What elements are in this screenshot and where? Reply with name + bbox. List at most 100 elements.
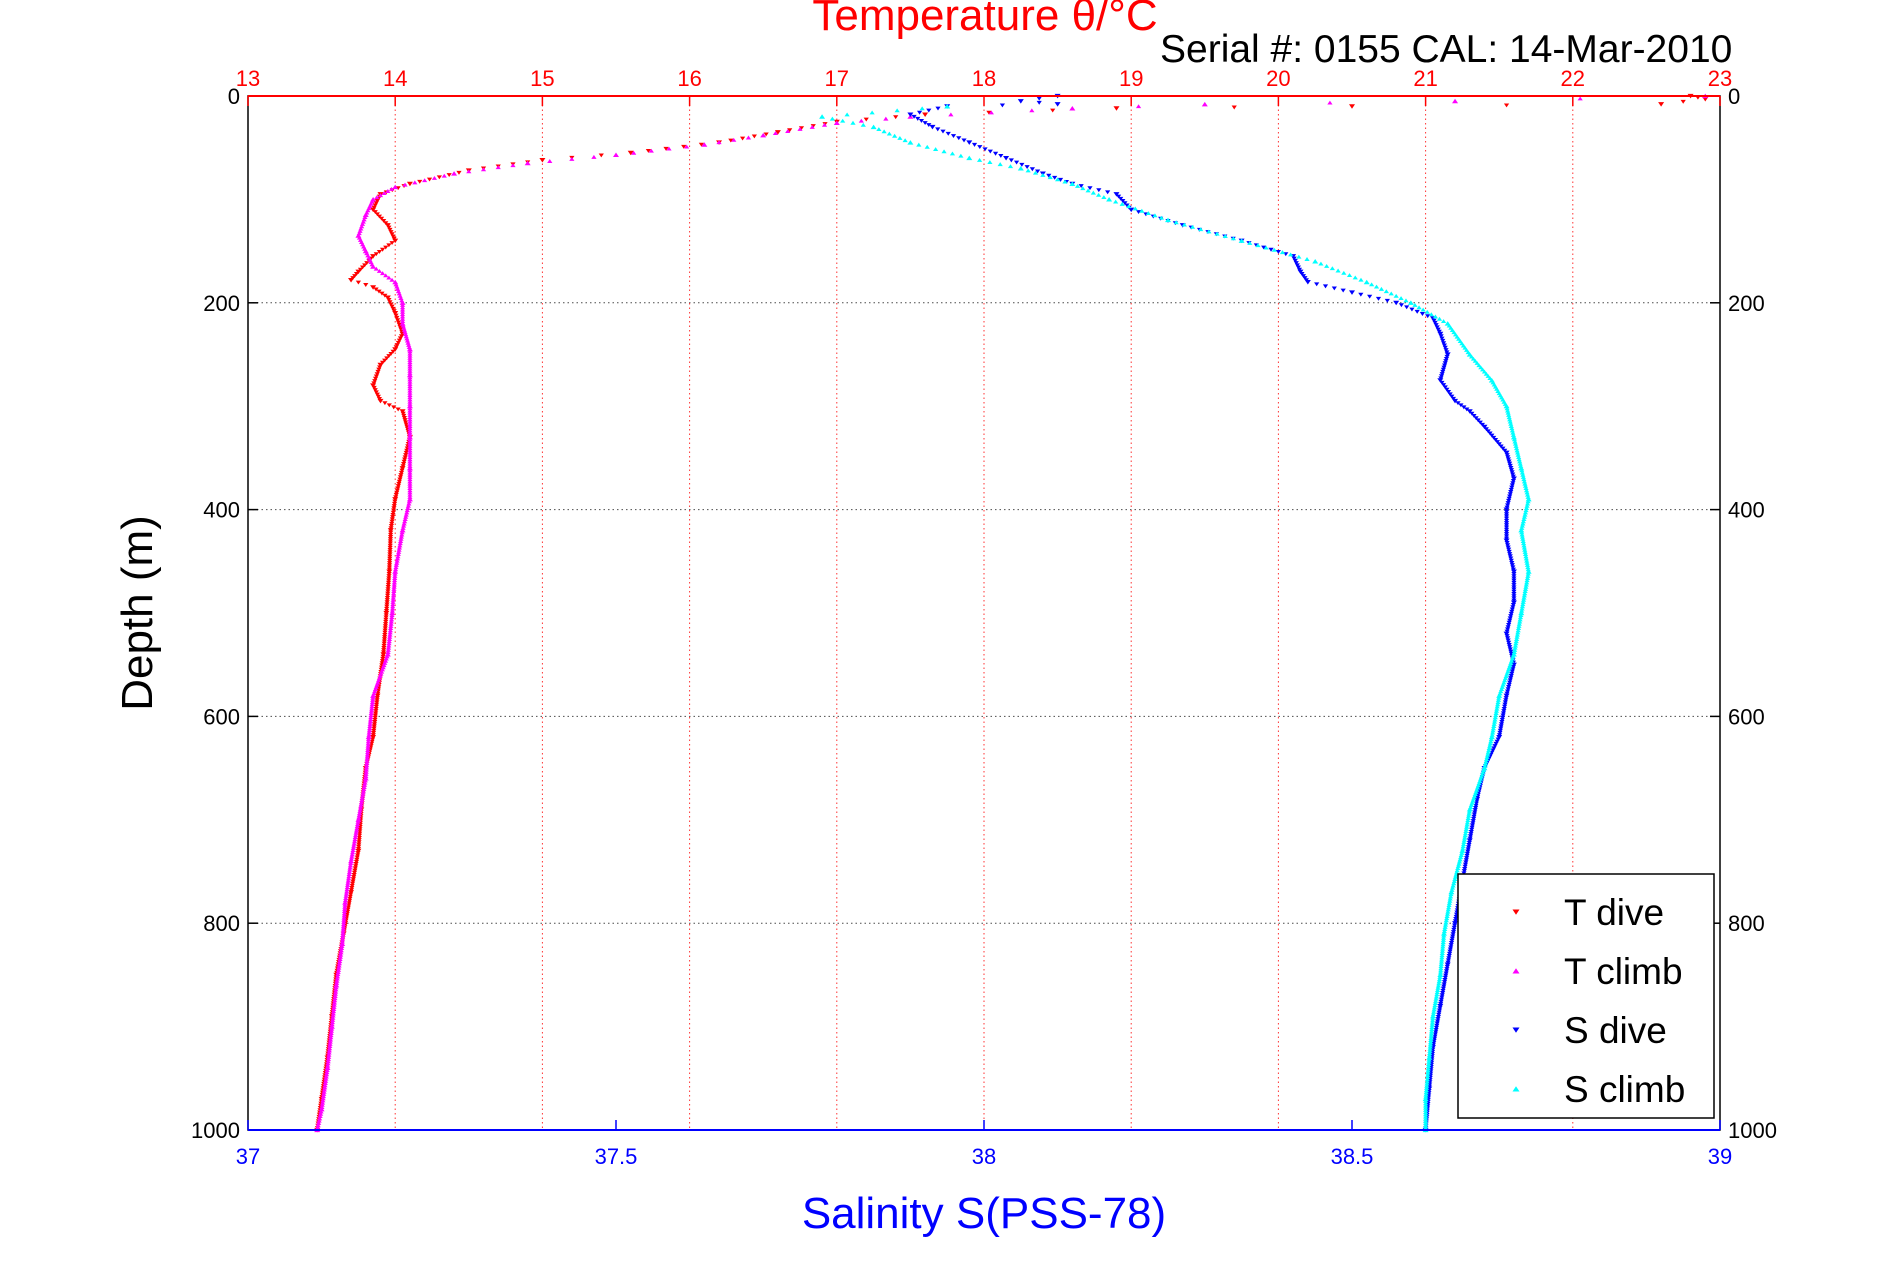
- data-point: [1499, 684, 1505, 689]
- data-point: [1423, 1121, 1429, 1126]
- data-point: [917, 110, 923, 115]
- data-point: [344, 887, 350, 892]
- data-point: [1434, 325, 1440, 330]
- data-point: [343, 893, 349, 898]
- data-point: [383, 617, 389, 622]
- data-point: [1484, 754, 1490, 759]
- data-point: [1428, 1071, 1434, 1076]
- data-point: [1507, 663, 1513, 668]
- data-point: [346, 901, 352, 906]
- y-tick-label-right: 1000: [1728, 1118, 1777, 1143]
- data-point: [393, 563, 399, 567]
- data-point: [1518, 610, 1525, 616]
- data-point: [325, 1059, 331, 1064]
- data-point: [1522, 510, 1529, 515]
- data-point: [1438, 334, 1444, 339]
- data-point: [1506, 620, 1512, 625]
- data-point: [1518, 465, 1525, 471]
- data-point: [315, 1123, 321, 1128]
- data-point: [1441, 929, 1447, 934]
- data-point: [1324, 263, 1330, 268]
- data-point: [330, 1017, 336, 1022]
- data-point: [1474, 799, 1480, 804]
- data-point: [383, 610, 390, 616]
- data-point: [373, 201, 379, 206]
- data-point: [381, 663, 387, 668]
- data-point: [407, 421, 413, 426]
- data-point: [958, 153, 964, 158]
- data-point: [1113, 192, 1120, 197]
- data-point: [1519, 534, 1526, 539]
- data-point: [1471, 812, 1478, 817]
- data-point: [397, 475, 404, 480]
- data-point: [1438, 966, 1444, 971]
- data-point: [1523, 506, 1530, 510]
- data-point: [395, 552, 401, 557]
- data-point: [403, 332, 409, 337]
- data-point: [1062, 179, 1068, 184]
- data-point: [1435, 1014, 1441, 1019]
- data-point: [340, 926, 346, 931]
- data-point: [401, 459, 407, 464]
- data-point: [1465, 845, 1472, 850]
- data-point: [1522, 552, 1529, 557]
- data-point: [1503, 538, 1510, 544]
- data-point: [330, 1011, 336, 1016]
- data-point: [407, 486, 413, 491]
- data-point: [361, 787, 367, 792]
- data-point: [340, 935, 346, 940]
- data-point: [1398, 296, 1404, 301]
- data-point: [1490, 748, 1496, 753]
- data-point: [1503, 693, 1510, 699]
- data-point: [1433, 996, 1439, 1001]
- data-point: [346, 869, 353, 874]
- data-point: [1434, 1021, 1440, 1026]
- y-tick-label-left: 1000: [191, 1118, 240, 1143]
- data-point: [358, 226, 364, 231]
- data-point: [1423, 1090, 1429, 1095]
- data-point: [1477, 420, 1483, 425]
- data-point: [405, 340, 411, 345]
- data-point: [1516, 621, 1522, 626]
- data-point: [353, 830, 359, 835]
- data-point: [1448, 943, 1454, 948]
- data-point: [1431, 1005, 1438, 1010]
- data-point: [1509, 609, 1515, 614]
- data-point: [1279, 250, 1286, 255]
- data-point: [383, 613, 389, 618]
- data-point: [1461, 840, 1467, 844]
- data-point: [345, 883, 351, 887]
- data-point: [1275, 250, 1281, 254]
- data-point: [1433, 1025, 1440, 1030]
- data-point: [1442, 345, 1448, 350]
- data-point: [388, 186, 395, 191]
- data-point: [918, 118, 925, 123]
- data-point: [344, 885, 350, 890]
- data-point: [387, 545, 393, 550]
- data-point: [1524, 492, 1531, 497]
- data-point: [1507, 680, 1513, 685]
- data-point: [370, 207, 377, 213]
- data-point: [407, 490, 413, 495]
- data-point: [941, 149, 947, 154]
- data-point: [370, 383, 377, 388]
- data-point: [1430, 1016, 1436, 1021]
- data-point: [1512, 645, 1518, 650]
- data-point: [1506, 498, 1512, 503]
- data-point: [894, 108, 900, 113]
- data-point: [331, 1004, 337, 1009]
- data-point: [400, 411, 406, 416]
- data-point: [1465, 849, 1471, 854]
- data-point: [1494, 440, 1500, 445]
- data-point: [407, 384, 413, 389]
- data-point: [1439, 336, 1445, 341]
- data-point: [1013, 160, 1020, 165]
- data-point: [1487, 743, 1493, 748]
- data-point: [876, 127, 882, 132]
- data-point: [1460, 842, 1467, 847]
- data-point: [407, 446, 413, 451]
- data-point: [1447, 896, 1453, 901]
- data-point: [361, 785, 367, 789]
- data-point: [1516, 457, 1522, 462]
- data-point: [386, 354, 392, 359]
